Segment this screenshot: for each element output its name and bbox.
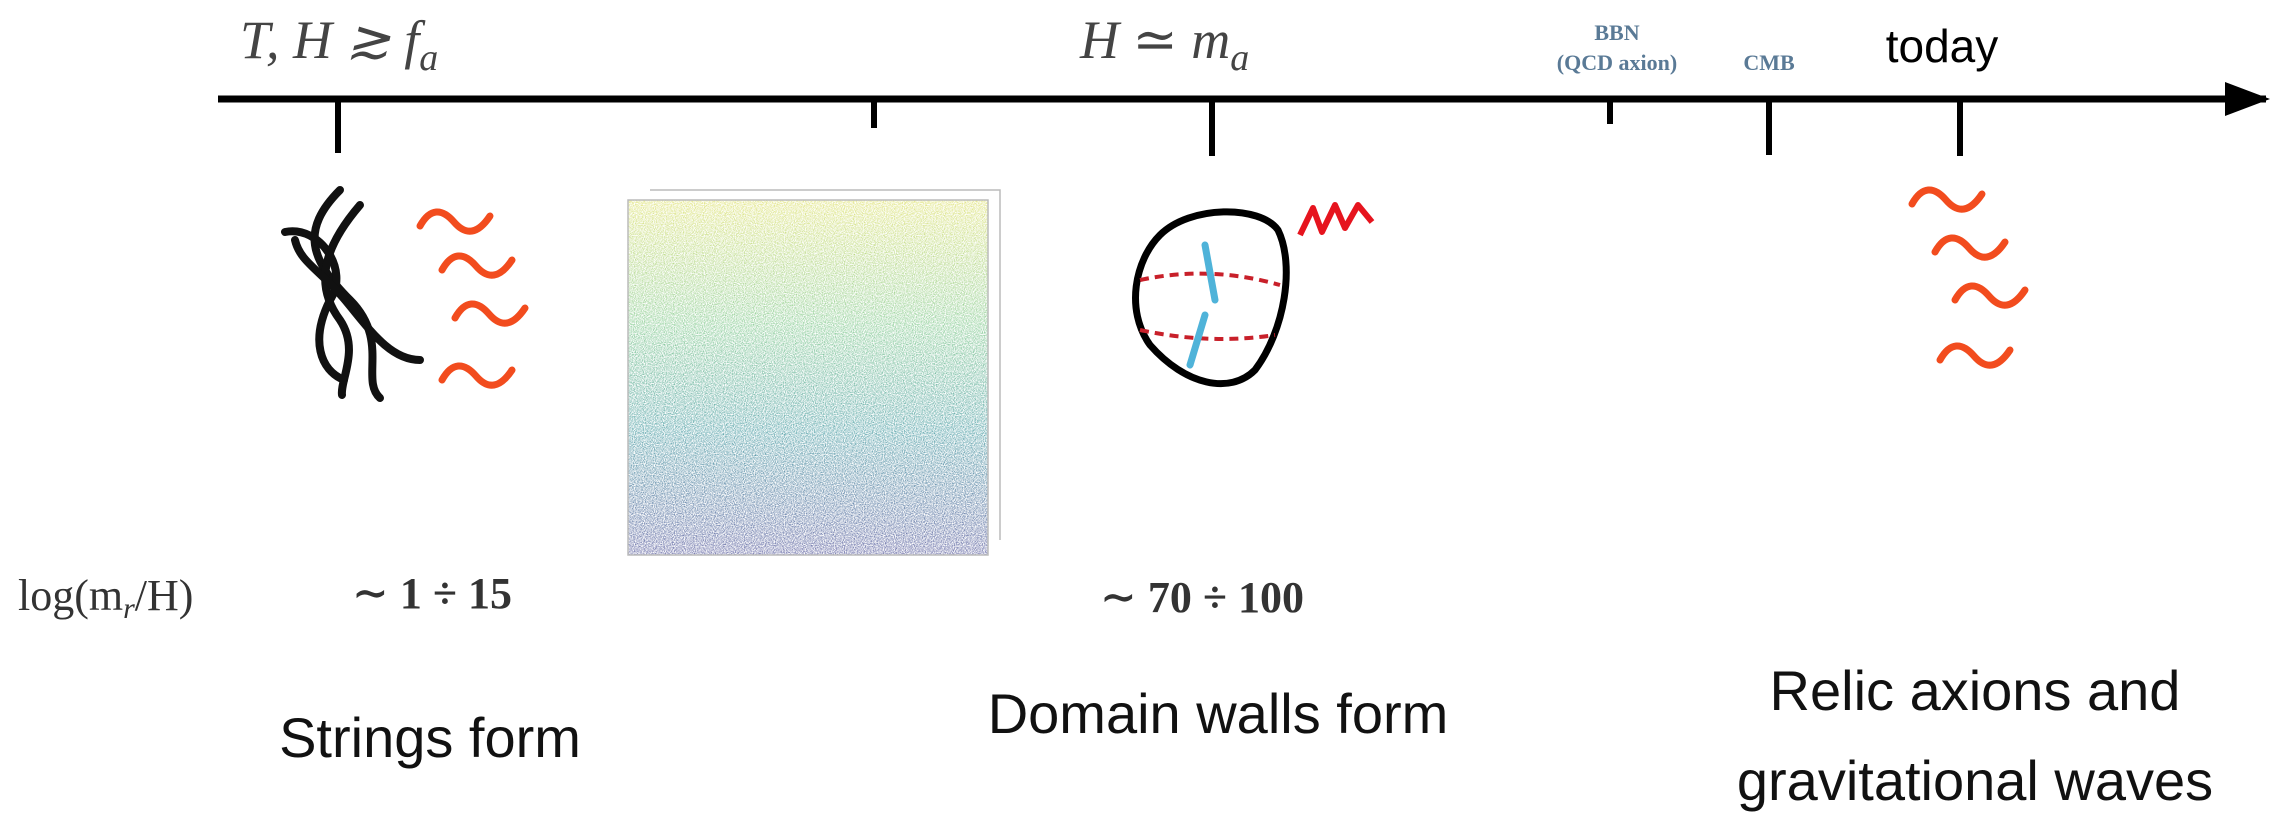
- strings-range: ∼ 1 ÷ 15: [352, 569, 512, 618]
- arrow-head: [2225, 82, 2270, 116]
- bbn-note: (QCD axion): [1557, 50, 1677, 75]
- relic-waves: [1912, 190, 2025, 365]
- log-sub: r: [123, 592, 135, 625]
- strings-caption: Strings form: [279, 706, 581, 769]
- ticks: [335, 99, 1963, 156]
- start-sub: a: [419, 37, 438, 79]
- start-text: T, H ≳ f: [240, 10, 426, 70]
- log-label: log(mr/H): [18, 571, 193, 625]
- log-text: log(m: [18, 571, 123, 620]
- simulation-cube: [627, 189, 1001, 556]
- walls-caption: Domain walls form: [988, 682, 1449, 745]
- cmb-label: CMB: [1743, 50, 1795, 75]
- relic-caption-2: gravitational waves: [1737, 749, 2213, 812]
- walls-text: H ≃ m: [1079, 10, 1230, 70]
- start-label: T, H ≳ fa: [240, 10, 438, 79]
- strings-waves: [420, 212, 525, 385]
- walls-label: H ≃ ma: [1079, 10, 1249, 79]
- today-label: today: [1886, 20, 1999, 72]
- domain-wall-icon: [1132, 202, 1375, 388]
- bbn-label: BBN: [1594, 20, 1639, 45]
- walls-sub: a: [1230, 37, 1249, 79]
- strings-icon: [281, 186, 424, 402]
- walls-range: ∼ 70 ÷ 100: [1100, 573, 1304, 622]
- relic-caption-1: Relic axions and: [1770, 659, 2181, 722]
- log-suffix: /H): [135, 571, 194, 620]
